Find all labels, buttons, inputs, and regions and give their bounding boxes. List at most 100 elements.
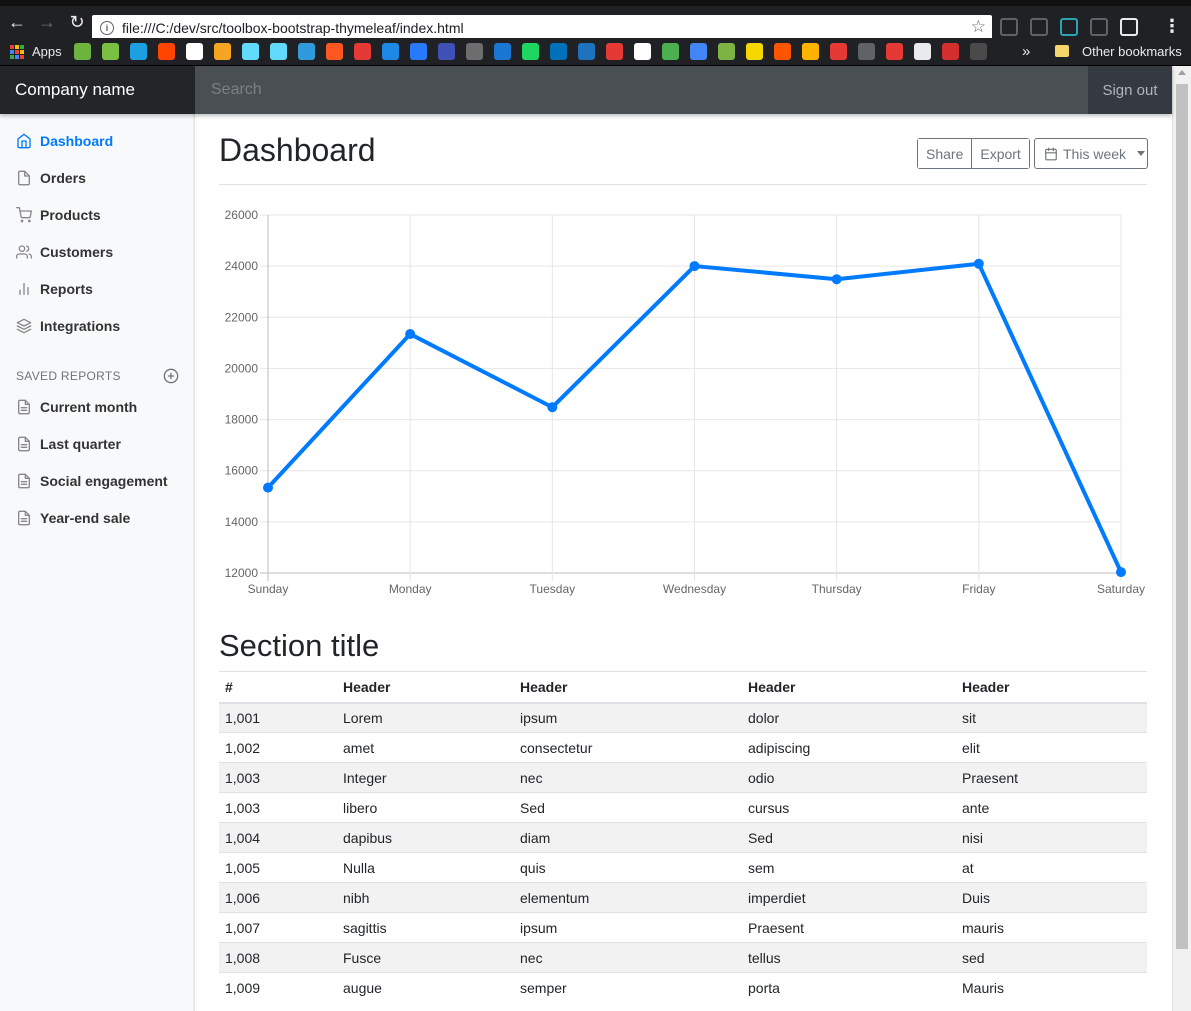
extension-icon[interactable] (1030, 18, 1048, 36)
bookmark-favicon-icon[interactable] (717, 43, 735, 60)
chart-y-tick-label: 26000 (225, 208, 259, 222)
bookmark-favicon-icon[interactable] (745, 43, 763, 60)
table-cell: sagittis (337, 912, 514, 943)
chart-x-tick-label: Tuesday (530, 582, 576, 596)
extension-icon[interactable] (1060, 18, 1078, 36)
share-button[interactable]: Share (918, 139, 972, 168)
sidebar-item-integrations[interactable]: Integrations (0, 307, 195, 344)
table-row: 1,001 Lorem ipsum dolor sit (219, 702, 1147, 733)
info-icon[interactable]: i (100, 21, 114, 35)
brand-name[interactable]: Company name (0, 66, 195, 114)
sidebar-item-year-end-sale[interactable]: Year-end sale (0, 499, 195, 536)
page-scrollbar[interactable] (1172, 66, 1191, 1011)
bookmark-favicon-icon[interactable] (857, 43, 875, 60)
bookmark-favicon-icon[interactable] (157, 43, 175, 60)
sidebar-item-reports[interactable]: Reports (0, 270, 195, 307)
bookmark-favicon-icon[interactable] (521, 43, 539, 60)
table-cell: ipsum (514, 702, 742, 733)
bookmark-favicon-icon[interactable] (73, 43, 91, 60)
bookmark-favicon-icon[interactable] (941, 43, 959, 60)
bookmark-favicon-icon[interactable] (437, 43, 455, 60)
address-bar[interactable]: i file:///C:/dev/src/toolbox-bootstrap-t… (92, 15, 992, 41)
table-cell: cursus (742, 792, 956, 823)
bookmark-favicon-icon[interactable] (689, 43, 707, 60)
bookmark-favicon-icon[interactable] (101, 43, 119, 60)
back-icon[interactable]: ← (8, 11, 26, 32)
table-cell: 1,001 (219, 702, 337, 733)
table-header: Header (337, 671, 514, 704)
bookmark-favicon-icon[interactable] (465, 43, 483, 60)
table-cell: sem (742, 852, 956, 883)
search-input[interactable] (195, 66, 1088, 114)
bookmark-star-icon[interactable]: ☆ (970, 17, 986, 36)
url-text[interactable]: file:///C:/dev/src/toolbox-bootstrap-thy… (122, 20, 464, 36)
bookmark-favicon-icon[interactable] (129, 43, 147, 60)
export-button[interactable]: Export (971, 139, 1029, 168)
bookmark-favicon-icon[interactable] (297, 43, 315, 60)
bookmark-favicon-icon[interactable] (381, 43, 399, 60)
period-dropdown[interactable]: This week (1034, 138, 1148, 169)
apps-label[interactable]: Apps (32, 44, 62, 59)
sidebar-item-orders[interactable]: Orders (0, 159, 195, 196)
table-cell: porta (742, 972, 956, 1003)
sidebar-item-social-engagement[interactable]: Social engagement (0, 462, 195, 499)
sidebar-item-customers[interactable]: Customers (0, 233, 195, 270)
chart-y-tick-label: 14000 (225, 515, 259, 529)
other-bookmarks[interactable]: Other bookmarks (1082, 44, 1182, 59)
bookmark-favicon-icon[interactable] (325, 43, 343, 60)
bookmark-favicon-icon[interactable] (549, 43, 567, 60)
table-cell: nisi (956, 822, 1147, 853)
file-text-icon (18, 473, 30, 488)
table-cell: imperdiet (742, 882, 956, 913)
bookmark-favicon-icon[interactable] (353, 43, 371, 60)
line-chart: 12000 14000 16000 18000 20000 22000 24000 26000… (225, 208, 1145, 596)
bookmark-favicon-icon[interactable] (969, 43, 987, 60)
scroll-thumb[interactable] (1176, 84, 1188, 949)
bookmark-favicon-icon[interactable] (605, 43, 623, 60)
bookmark-favicon-icon[interactable] (661, 43, 679, 60)
extension-icon[interactable] (1120, 18, 1138, 36)
file-icon (18, 170, 30, 185)
forward-icon[interactable]: → (38, 11, 56, 32)
bookmark-favicon-icon[interactable] (801, 43, 819, 60)
extension-icon[interactable] (1090, 18, 1108, 36)
bookmark-favicon-icon[interactable] (493, 43, 511, 60)
bookmark-favicon-icon[interactable] (409, 43, 427, 60)
sign-out-link[interactable]: Sign out (1088, 66, 1172, 114)
folder-icon[interactable] (1055, 45, 1069, 57)
apps-grid-icon[interactable] (10, 44, 24, 59)
bookmark-favicon-icon[interactable] (913, 43, 931, 60)
bookmark-favicon-icon[interactable] (885, 43, 903, 60)
top-navbar: Company name Sign out (0, 66, 1172, 114)
table-row: 1,007 sagittis ipsum Praesent mauris (219, 912, 1147, 943)
reload-icon[interactable]: ↻ (69, 11, 85, 32)
table-cell: semper (514, 972, 742, 1003)
sidebar-item-last-quarter[interactable]: Last quarter (0, 425, 195, 462)
table-cell: Sed (742, 822, 956, 853)
sidebar-item-products[interactable]: Products (0, 196, 195, 233)
table-cell: nibh (337, 882, 514, 913)
bookmark-favicon-icon[interactable] (633, 43, 651, 60)
sidebar-item-dashboard[interactable]: Dashboard (0, 122, 195, 159)
caret-down-icon (1137, 151, 1146, 156)
bookmark-favicon-icon[interactable] (185, 43, 203, 60)
browser-menu-icon[interactable]: ⋮ (1163, 16, 1181, 36)
table-row: 1,004 dapibus diam Sed nisi (219, 822, 1147, 853)
home-icon (17, 133, 31, 148)
sidebar-item-current-month[interactable]: Current month (0, 388, 195, 425)
table-header: Header (742, 671, 956, 704)
scroll-up-arrow-icon[interactable] (1178, 70, 1186, 75)
bookmark-favicon-icon[interactable] (577, 43, 595, 60)
chart-point (973, 258, 984, 269)
table-row: 1,003 Integer nec odio Praesent (219, 762, 1147, 793)
bookmark-favicon-icon[interactable] (829, 43, 847, 60)
bookmark-favicon-icon[interactable] (269, 43, 287, 60)
more-bookmarks-icon[interactable]: » (1022, 43, 1031, 60)
table-cell: nec (514, 762, 742, 793)
chart-x-tick-label: Friday (962, 582, 995, 596)
bookmark-favicon-icon[interactable] (213, 43, 231, 60)
extension-icon[interactable] (1000, 18, 1018, 36)
bookmark-favicon-icon[interactable] (241, 43, 259, 60)
plus-circle-icon[interactable] (163, 368, 179, 384)
bookmark-favicon-icon[interactable] (773, 43, 791, 60)
